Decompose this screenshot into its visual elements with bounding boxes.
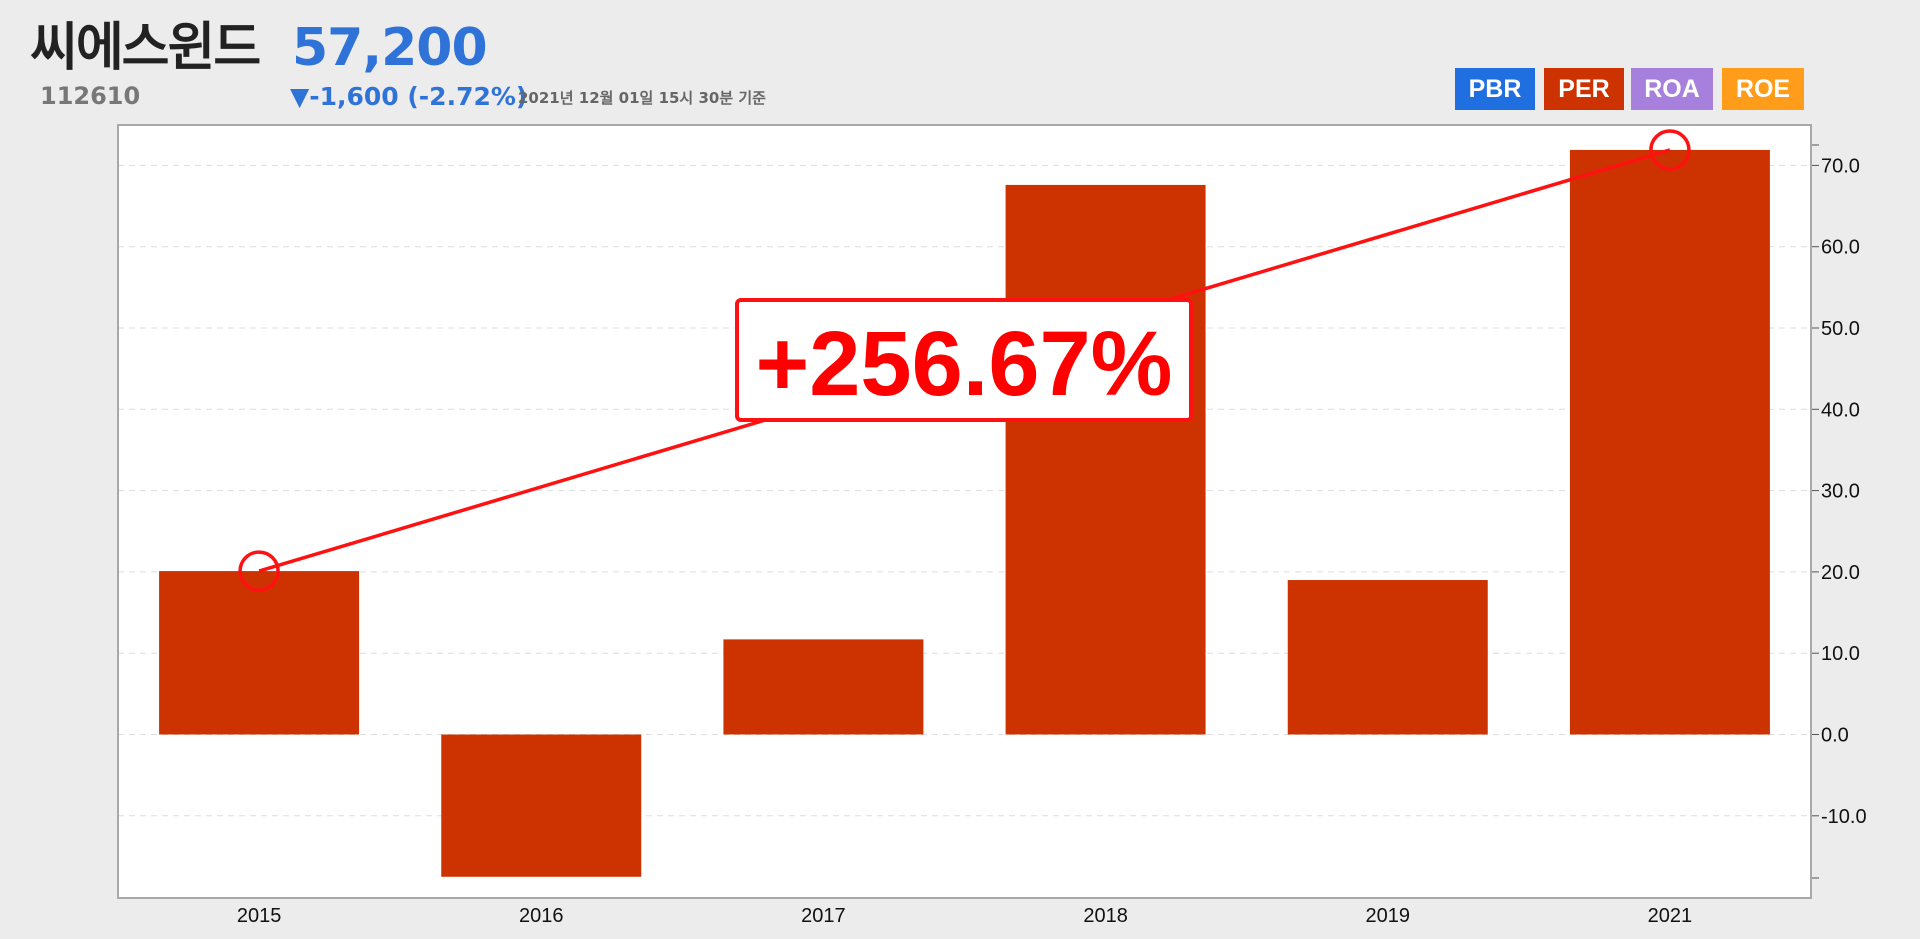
y-tick-label: 40.0 bbox=[1821, 399, 1860, 421]
plot-frame bbox=[117, 124, 1812, 899]
tab-per[interactable]: PER bbox=[1544, 68, 1624, 110]
tab-roe[interactable]: ROE bbox=[1722, 68, 1804, 110]
y-tick-label: 20.0 bbox=[1821, 562, 1860, 584]
x-tick-label: 2019 bbox=[1366, 905, 1411, 927]
bar-2018 bbox=[1005, 184, 1206, 735]
trend-start-marker bbox=[238, 550, 280, 592]
timestamp: 2021년 12월 01일 15시 30분 기준 bbox=[518, 89, 766, 107]
x-tick-label: 2018 bbox=[1083, 905, 1128, 927]
x-tick-label: 2016 bbox=[519, 905, 564, 927]
x-tick-label: 2021 bbox=[1648, 905, 1693, 927]
x-tick-label: 2015 bbox=[237, 905, 282, 927]
y-tick-label: 0.0 bbox=[1821, 725, 1849, 747]
bar-2016 bbox=[441, 734, 642, 877]
bar-2015 bbox=[159, 571, 360, 735]
x-tick-label: 2017 bbox=[801, 905, 846, 927]
bar-2017 bbox=[723, 639, 924, 735]
plot-area bbox=[118, 125, 1811, 898]
tab-roa[interactable]: ROA bbox=[1631, 68, 1713, 110]
bar-2021 bbox=[1569, 149, 1770, 735]
y-tick-label: 60.0 bbox=[1821, 237, 1860, 259]
y-tick-label: 50.0 bbox=[1821, 318, 1860, 340]
y-tick-label: 10.0 bbox=[1821, 643, 1860, 665]
company-name: 씨에스윈드 bbox=[30, 18, 261, 78]
bar-2019 bbox=[1287, 580, 1488, 735]
trend-end-marker bbox=[1649, 129, 1691, 171]
tab-per-label: PER bbox=[1558, 74, 1610, 103]
y-tick-label: -10.0 bbox=[1821, 806, 1867, 828]
y-tick-label: 30.0 bbox=[1821, 481, 1860, 503]
y-tick-label: 70.0 bbox=[1821, 155, 1860, 177]
tab-roa-label: ROA bbox=[1644, 74, 1700, 103]
tab-pbr-label: PBR bbox=[1468, 74, 1522, 103]
change-badge-label: +256.67% bbox=[756, 313, 1173, 415]
tab-roe-label: ROE bbox=[1735, 74, 1791, 103]
price-change: ▼-1,600 (-2.72%) bbox=[290, 82, 528, 111]
tab-pbr[interactable]: PBR bbox=[1455, 68, 1535, 110]
current-price: 57,200 bbox=[292, 18, 488, 78]
ticker-code: 112610 bbox=[40, 82, 141, 110]
change-badge bbox=[735, 298, 1193, 422]
